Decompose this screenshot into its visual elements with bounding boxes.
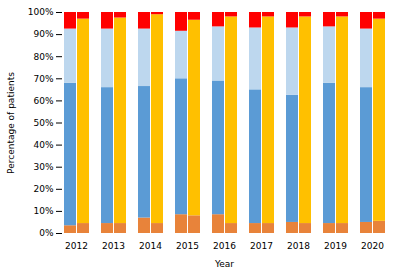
svg-text:2019: 2019 [324,241,347,251]
svg-text:90%: 90% [33,29,53,39]
svg-text:2013: 2013 [102,241,125,251]
svg-text:Year: Year [214,259,234,269]
svg-text:2012: 2012 [65,241,88,251]
svg-text:100%: 100% [28,7,54,17]
svg-text:60%: 60% [33,96,53,106]
svg-text:2015: 2015 [176,241,199,251]
svg-text:0%: 0% [39,228,54,238]
svg-text:20%: 20% [33,184,53,194]
svg-text:2018: 2018 [287,241,310,251]
svg-text:40%: 40% [33,140,53,150]
svg-text:50%: 50% [33,118,53,128]
svg-text:80%: 80% [33,52,53,62]
svg-text:30%: 30% [33,162,53,172]
svg-text:2016: 2016 [213,241,236,251]
svg-text:10%: 10% [33,206,53,216]
svg-text:2014: 2014 [139,241,162,251]
svg-text:2020: 2020 [361,241,384,251]
svg-text:Percentage of patients: Percentage of patients [6,72,16,174]
svg-text:70%: 70% [33,74,53,84]
svg-text:2017: 2017 [250,241,273,251]
